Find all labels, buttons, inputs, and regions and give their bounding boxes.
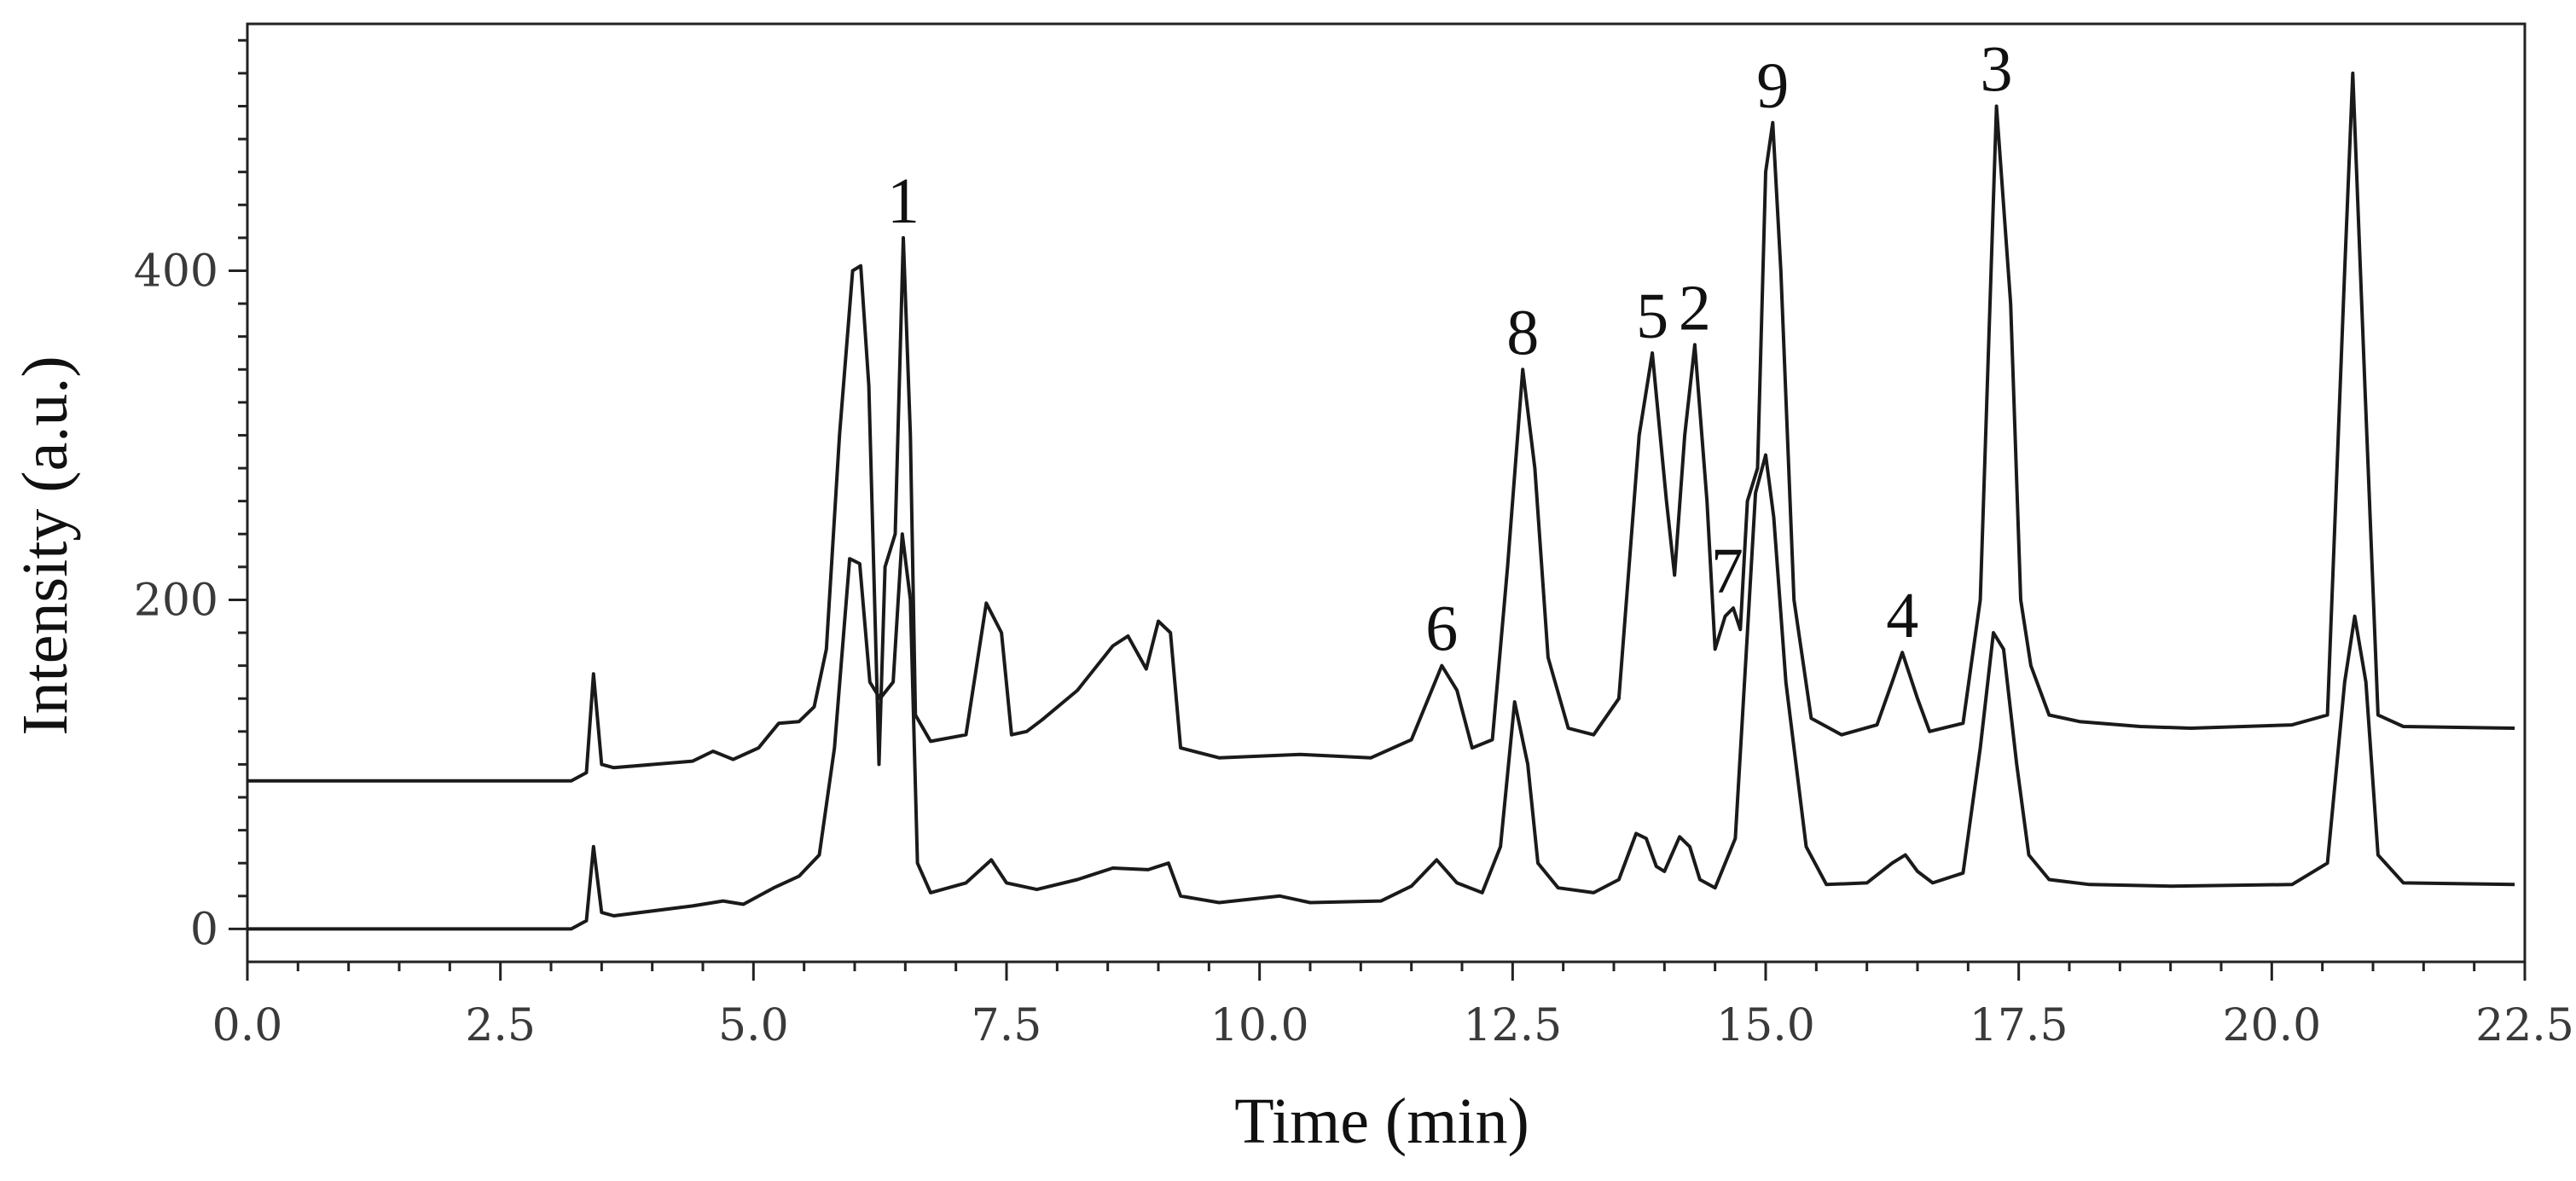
peak-label-3: 3 — [1981, 33, 2013, 105]
chromatogram-trace-upper — [247, 71, 2515, 783]
peak-label-7: 7 — [1711, 536, 1743, 607]
x-tick-label: 2.5 — [465, 1000, 536, 1051]
x-tick-label: 17.5 — [1970, 1000, 2068, 1051]
y-tick-label: 200 — [134, 575, 218, 626]
x-tick-label: 15.0 — [1716, 1000, 1815, 1051]
y-axis-title: Intensity (a.u.) — [9, 356, 81, 735]
x-axis-title: Time (min) — [1234, 1085, 1529, 1157]
peak-label-6: 6 — [1425, 593, 1458, 665]
peak-label-9: 9 — [1756, 50, 1789, 122]
y-tick-label: 0 — [190, 904, 218, 955]
plot-frame — [246, 22, 2527, 964]
chromatogram-trace-lower — [247, 453, 2515, 931]
x-tick-label: 10.0 — [1210, 1000, 1309, 1051]
peak-label-5: 5 — [1636, 281, 1668, 352]
y-tick-label: 400 — [134, 246, 218, 297]
x-axis-ticks: 0.0 2.5 5.0 7.5 10.0 12.5 15.0 17.5 20.0 22.5 — [212, 962, 2574, 1051]
x-tick-label: 12.5 — [1463, 1000, 1562, 1051]
x-tick-label: 5.0 — [718, 1000, 789, 1051]
peak-annotations: 1 8 6 5 2 7 9 4 3 — [887, 33, 2013, 664]
series-layer — [247, 71, 2515, 931]
x-tick-label: 0.0 — [212, 1000, 283, 1051]
y-axis-ticks: 0 200 400 — [134, 38, 247, 955]
x-tick-label: 20.0 — [2222, 1000, 2321, 1051]
x-tick-label: 22.5 — [2475, 1000, 2574, 1051]
x-tick-label: 7.5 — [972, 1000, 1042, 1051]
peak-label-8: 8 — [1506, 297, 1539, 368]
peak-label-2: 2 — [1679, 272, 1711, 344]
peak-label-4: 4 — [1886, 580, 1918, 651]
peak-label-1: 1 — [887, 165, 920, 237]
plot-border — [246, 22, 2527, 964]
